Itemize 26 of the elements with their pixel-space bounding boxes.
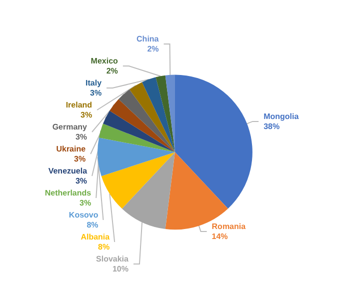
slice-label: Italy [86, 78, 102, 88]
data-label: 10% [112, 264, 128, 274]
data-label: 3% [75, 132, 88, 142]
slice-label: Venezuela [48, 166, 88, 176]
data-label: 3% [75, 176, 88, 186]
slice-label: Germany [52, 122, 88, 132]
slice-label: Albania [80, 232, 110, 242]
slice-label: Netherlands [44, 188, 92, 198]
data-label: 3% [90, 88, 102, 98]
slice-label: Mexico [90, 56, 118, 66]
slice-label: Mongolia [264, 112, 300, 121]
slice-label: Ireland [66, 100, 92, 110]
data-label: 38% [264, 122, 280, 131]
data-label: 3% [74, 154, 86, 164]
data-label: 2% [147, 44, 159, 54]
slice-label: Romania [212, 222, 246, 232]
data-label: 3% [80, 110, 92, 120]
slice-label: Slovakia [96, 254, 130, 264]
data-label: 8% [98, 242, 110, 252]
data-label: 8% [86, 220, 98, 230]
data-label: 14% [212, 232, 228, 242]
data-label: 2% [106, 66, 118, 76]
slice-label: China [136, 34, 160, 44]
slice-label: Ukraine [56, 144, 86, 154]
data-label: 3% [80, 198, 92, 208]
slice-label: Kosovo [68, 210, 98, 220]
